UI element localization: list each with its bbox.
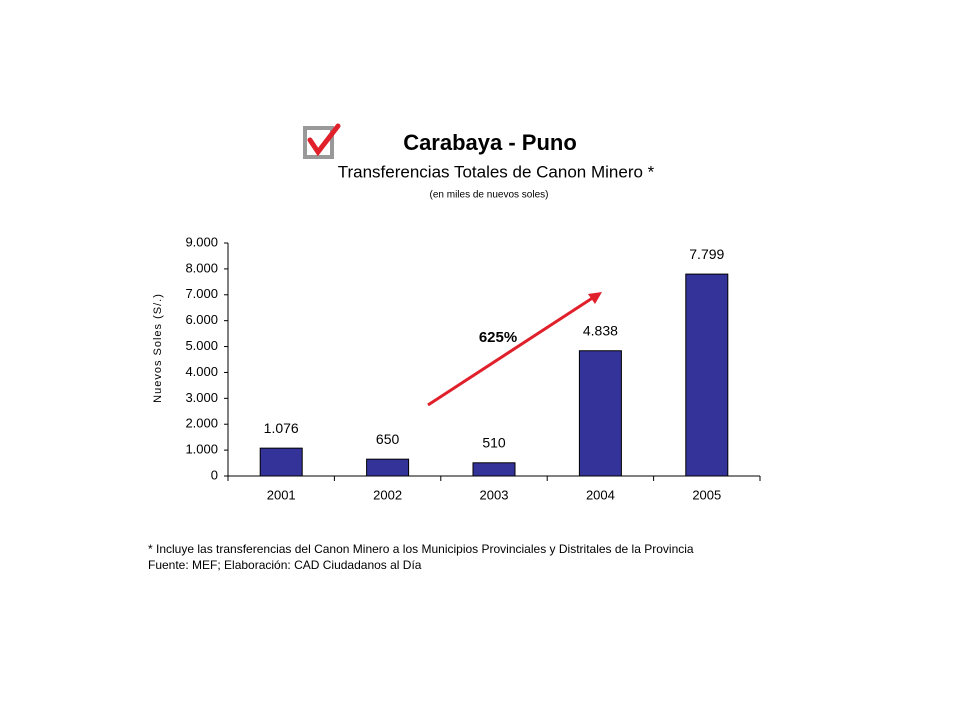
x-tick-label: 2002 — [373, 487, 402, 502]
y-axis-label: Nuevos Soles (S/.) — [152, 293, 164, 403]
value-label: 510 — [482, 434, 506, 450]
bar — [259, 447, 303, 477]
value-label: 7.799 — [689, 246, 724, 262]
y-tick-label: 0 — [211, 467, 218, 482]
chart-subtitle: Transferencias Totales de Canon Minero * — [338, 162, 655, 181]
y-tick-label: 2.000 — [185, 416, 218, 431]
footnote: Fuente: MEF; Elaboración: CAD Ciudadanos… — [148, 558, 422, 572]
trend-arrow-head — [588, 292, 602, 304]
value-label: 650 — [376, 431, 400, 447]
trend-arrow — [427, 295, 595, 407]
y-tick-label: 5.000 — [185, 338, 218, 353]
check-icon — [303, 123, 341, 159]
y-tick-label: 9.000 — [185, 234, 218, 249]
y-tick-label: 7.000 — [185, 286, 218, 301]
y-tick-label: 6.000 — [185, 312, 218, 327]
x-tick-label: 2005 — [692, 487, 721, 502]
bar — [578, 350, 622, 477]
x-tick-label: 2003 — [480, 487, 509, 502]
x-tick-label: 2001 — [267, 487, 296, 502]
chart-title: Carabaya - Puno — [403, 130, 577, 155]
y-tick-label: 1.000 — [185, 442, 218, 457]
chart-subtitle-units: (en miles de nuevos soles) — [430, 190, 549, 201]
y-tick-label: 4.000 — [185, 364, 218, 379]
bar — [685, 273, 729, 477]
value-label: 1.076 — [264, 420, 299, 436]
x-tick-label: 2004 — [586, 487, 615, 502]
bar — [472, 462, 516, 477]
bar — [366, 458, 410, 477]
y-tick-label: 8.000 — [185, 260, 218, 275]
annotation: 625% — [479, 329, 517, 346]
y-tick-label: 3.000 — [185, 390, 218, 405]
footnote: * Incluye las transferencias del Canon M… — [148, 542, 694, 556]
value-label: 4.838 — [583, 322, 618, 338]
